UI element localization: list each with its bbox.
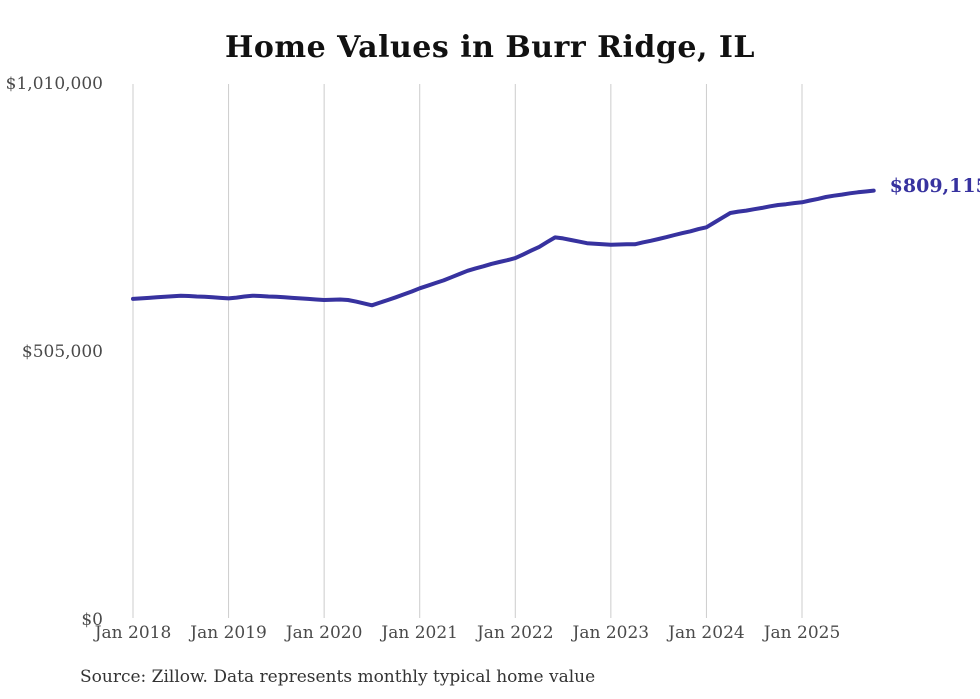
home-value-series-line <box>131 188 876 308</box>
latest-value-label: $809,115 <box>889 174 980 197</box>
x-tick-label: Jan 2024 <box>668 623 745 643</box>
x-tick-label: Jan 2018 <box>94 623 172 643</box>
x-tick-label: Jan 2023 <box>572 623 650 643</box>
x-tick-label: Jan 2020 <box>285 623 363 643</box>
source-note: Source: Zillow. Data represents monthly … <box>80 667 596 687</box>
x-tick-label: Jan 2019 <box>190 623 267 643</box>
x-tick-label: Jan 2025 <box>763 623 841 643</box>
y-tick-label: $1,010,000 <box>5 74 103 94</box>
y-tick-label: $0 <box>81 610 103 630</box>
x-tick-label: Jan 2022 <box>476 623 554 643</box>
x-tick-label: Jan 2021 <box>381 623 458 643</box>
y-tick-label: $505,000 <box>21 342 103 362</box>
chart-title: Home Values in Burr Ridge, IL <box>225 30 755 65</box>
